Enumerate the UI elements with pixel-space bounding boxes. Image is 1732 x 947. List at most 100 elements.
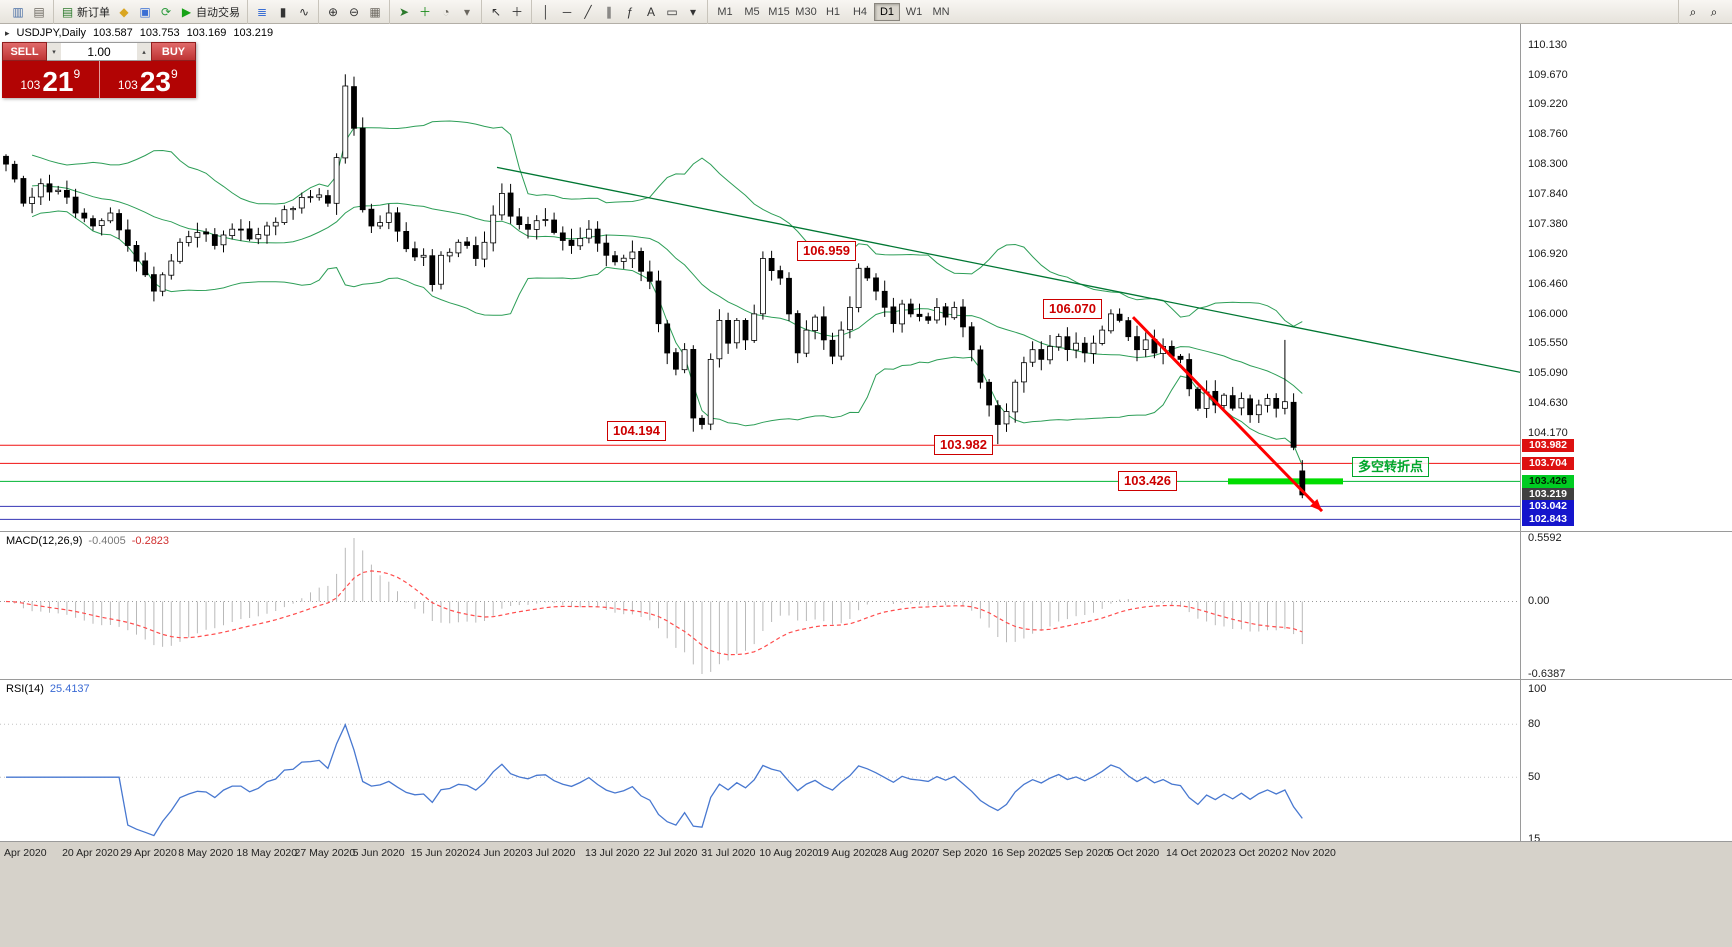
time-axis-label: 8 May 2020 xyxy=(178,847,234,859)
chart-canvas[interactable]: ▸ USDJPY,Daily 103.587 103.753 103.169 1… xyxy=(0,24,1520,531)
search-button[interactable]: ⌕ xyxy=(1683,2,1703,22)
timeframe-w1-button[interactable]: W1 xyxy=(901,3,927,21)
macd-value-signal: -0.2823 xyxy=(131,535,170,547)
time-axis-label: 31 Jul 2020 xyxy=(701,847,756,859)
bar-chart-button[interactable]: ≣ xyxy=(252,2,272,22)
toolbar-group: ➤ ＋ ◔ ▾ xyxy=(389,0,481,24)
toolbar-group: ▥ ▤ xyxy=(4,0,53,24)
ohlc-high: 103.753 xyxy=(139,27,180,39)
price-tag: 103.982 xyxy=(1522,438,1574,452)
timeframe-h1-button[interactable]: H1 xyxy=(820,3,846,21)
main-chart-svg xyxy=(0,74,1520,520)
vertical-line-button[interactable]: │ xyxy=(536,2,556,22)
text-button[interactable]: A xyxy=(641,2,661,22)
timeframe-d1-button[interactable]: D1 xyxy=(874,2,900,21)
shapes-icon: ▾ xyxy=(689,4,697,19)
rsi-panel[interactable]: RSI(14) 25.4137 xyxy=(0,679,1520,841)
new-order-button[interactable]: ▤ 新订单 xyxy=(58,2,113,22)
price-tick-label: 109.670 xyxy=(1528,68,1568,81)
tile-windows-button[interactable]: ▦ xyxy=(365,2,385,22)
label-button[interactable]: ▭ xyxy=(662,2,682,22)
candlestick-chart-button[interactable]: ▮ xyxy=(273,2,293,22)
volume-down-button[interactable]: ▾ xyxy=(47,43,61,60)
line-chart-button[interactable]: ∿ xyxy=(294,2,314,22)
price-tick-label: 105.090 xyxy=(1528,367,1568,380)
timeframe-group: M1 M5 M15 M30 H1 H4 D1 W1 MN xyxy=(707,0,958,24)
trendline xyxy=(496,166,1520,373)
chart-profiles-button[interactable]: ▤ xyxy=(29,2,49,22)
templates-button[interactable]: ▾ xyxy=(457,2,477,22)
timeframe-m30-button[interactable]: M30 xyxy=(793,3,819,21)
timeframe-h4-button[interactable]: H4 xyxy=(847,3,873,21)
navigator-button[interactable]: ➤ xyxy=(394,2,414,22)
metaeditor-button[interactable]: ◆ xyxy=(114,2,134,22)
price-axis[interactable]: 110.130 109.670 109.220 108.760 108.300 107.8… xyxy=(1520,24,1732,531)
fibonacci-icon: ƒ xyxy=(626,4,634,19)
bar-chart-icon: ≣ xyxy=(256,4,268,19)
macd-svg xyxy=(0,538,1520,674)
volume-up-button[interactable]: ▴ xyxy=(137,43,151,60)
shapes-button[interactable]: ▾ xyxy=(683,2,703,22)
templates-icon: ▾ xyxy=(463,4,471,19)
panel-collapse-icon[interactable]: ▸ xyxy=(5,27,10,38)
zoom-in-button[interactable]: ⊕ xyxy=(323,2,343,22)
zoom-out-button[interactable]: ⊖ xyxy=(344,2,364,22)
volume-input[interactable] xyxy=(61,43,137,60)
period-icon: ◔ xyxy=(442,4,450,19)
time-axis-label: 14 Oct 2020 xyxy=(1166,847,1224,859)
fibonacci-button[interactable]: ƒ xyxy=(620,2,640,22)
ohlc-open: 103.587 xyxy=(93,27,133,39)
toolbar-right-group: ⌕ ⌕ xyxy=(1678,0,1728,24)
time-axis-label: 5 Jun 2020 xyxy=(352,847,405,859)
autotrading-icon: ▶ xyxy=(181,4,192,19)
quote-divider xyxy=(98,61,100,98)
autotrading-button[interactable]: ▶ 自动交易 xyxy=(177,2,243,22)
time-axis-label: Apr 2020 xyxy=(4,847,47,859)
sell-button[interactable]: SELL xyxy=(2,42,47,61)
trendline-button[interactable]: ╱ xyxy=(578,2,598,22)
period-button[interactable]: ◔ xyxy=(436,2,456,22)
add-indicator-button[interactable]: ＋ xyxy=(415,2,435,22)
rsi-axis: 100 80 50 15 xyxy=(1520,679,1732,845)
channel-button[interactable]: ∥ xyxy=(599,2,619,22)
search-icon: ⌕ xyxy=(1689,4,1697,19)
buy-quote[interactable]: 103 23 9 xyxy=(100,61,197,98)
new-chart-icon: ▥ xyxy=(12,4,24,19)
price-tick-label: 107.840 xyxy=(1528,188,1568,201)
refresh-button[interactable]: ⟳ xyxy=(156,2,176,22)
timeframe-m5-button[interactable]: M5 xyxy=(739,3,765,21)
macd-scale-label: 0.5592 xyxy=(1528,532,1562,544)
price-callout: 103.982 xyxy=(934,435,993,456)
ohlc-low: 103.169 xyxy=(186,27,227,39)
price-callout: 104.194 xyxy=(607,421,666,442)
price-tag: 103.219 xyxy=(1522,488,1574,502)
buy-button[interactable]: BUY xyxy=(151,42,196,61)
ohlc-close: 103.219 xyxy=(233,27,274,39)
sell-quote-prefix: 103 xyxy=(20,78,41,92)
macd-value-main: -0.4005 xyxy=(88,535,126,547)
refresh-icon: ⟳ xyxy=(160,4,172,19)
magnifier-button[interactable]: ⌕ xyxy=(1704,2,1724,22)
magnifier-icon: ⌕ xyxy=(1710,4,1718,19)
crosshair-button[interactable]: ＋ xyxy=(507,2,527,22)
timeframe-m1-button[interactable]: M1 xyxy=(712,3,738,21)
navigator-icon: ➤ xyxy=(398,4,410,19)
rsi-line xyxy=(6,723,1303,837)
timeframe-m15-button[interactable]: M15 xyxy=(766,3,792,21)
cursor-button[interactable]: ↖ xyxy=(486,2,506,22)
time-axis-label: 7 Sep 2020 xyxy=(933,847,988,859)
time-axis-label: 5 Oct 2020 xyxy=(1107,847,1160,859)
sell-arrow xyxy=(1131,316,1324,513)
text-icon: A xyxy=(646,4,655,19)
horizontal-line-button[interactable]: ─ xyxy=(557,2,577,22)
price-tick-label: 108.760 xyxy=(1528,128,1568,141)
macd-panel[interactable]: MACD(12,26,9) -0.4005 -0.2823 xyxy=(0,531,1520,679)
new-chart-button[interactable]: ▥ xyxy=(8,2,28,22)
one-click-trading-panel: SELL ▾ ▴ BUY 103 21 9 103 23 9 xyxy=(2,42,196,98)
price-tick-label: 106.920 xyxy=(1528,247,1568,260)
time-axis-label: 28 Aug 2020 xyxy=(875,847,935,859)
time-axis[interactable]: Apr 2020 20 Apr 2020 29 Apr 2020 8 May 2020… xyxy=(0,841,1732,947)
timeframe-mn-button[interactable]: MN xyxy=(928,3,954,21)
sell-quote[interactable]: 103 21 9 xyxy=(2,61,99,98)
market-watch-button[interactable]: ▣ xyxy=(135,2,155,22)
